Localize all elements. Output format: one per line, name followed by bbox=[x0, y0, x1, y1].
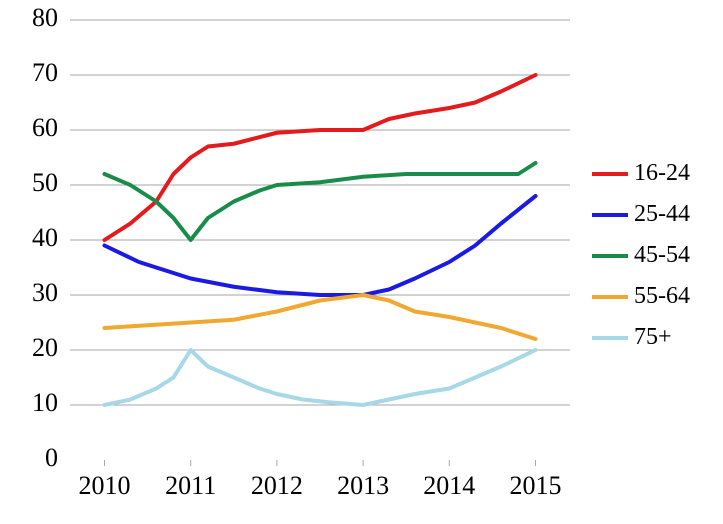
legend-swatch-s25_44 bbox=[592, 213, 628, 217]
legend-label-s25_44: 25-44 bbox=[634, 201, 690, 228]
legend-label-s55_64: 55-64 bbox=[634, 283, 690, 310]
y-axis-label-10: 10 bbox=[32, 388, 58, 417]
y-axis-label-0: 0 bbox=[45, 443, 58, 472]
legend-label-s16_24: 16-24 bbox=[634, 160, 690, 187]
legend-swatch-s55_64 bbox=[592, 295, 628, 299]
x-axis-label-2013: 2013 bbox=[337, 471, 389, 500]
legend-label-s75p: 75+ bbox=[634, 324, 672, 351]
legend-swatch-s75p bbox=[592, 336, 628, 340]
legend-item-s75p: 75+ bbox=[592, 324, 690, 351]
x-axis-label-2011: 2011 bbox=[165, 471, 216, 500]
y-axis-label-50: 50 bbox=[32, 168, 58, 197]
y-axis-label-80: 80 bbox=[32, 3, 58, 32]
y-axis-label-30: 30 bbox=[32, 278, 58, 307]
y-axis-label-60: 60 bbox=[32, 113, 58, 142]
legend-swatch-s45_54 bbox=[592, 254, 628, 258]
x-axis-label-2012: 2012 bbox=[251, 471, 303, 500]
y-axis-label-70: 70 bbox=[32, 58, 58, 87]
y-axis-label-20: 20 bbox=[32, 333, 58, 362]
legend-label-s45_54: 45-54 bbox=[634, 242, 690, 269]
legend: 16-24 25-44 45-54 55-64 75+ bbox=[592, 160, 690, 365]
legend-swatch-s16_24 bbox=[592, 172, 628, 176]
legend-item-s45_54: 45-54 bbox=[592, 242, 690, 269]
x-axis-label-2015: 2015 bbox=[510, 471, 562, 500]
legend-item-s55_64: 55-64 bbox=[592, 283, 690, 310]
legend-item-s16_24: 16-24 bbox=[592, 160, 690, 187]
y-axis-label-40: 40 bbox=[32, 223, 58, 252]
line-chart: 0 10 20 30 40 50 60 70 80 2010 2011 2012 2013 2014 201… bbox=[0, 0, 723, 524]
x-axis-label-2010: 2010 bbox=[78, 471, 130, 500]
x-axis-label-2014: 2014 bbox=[423, 471, 475, 500]
legend-item-s25_44: 25-44 bbox=[592, 201, 690, 228]
